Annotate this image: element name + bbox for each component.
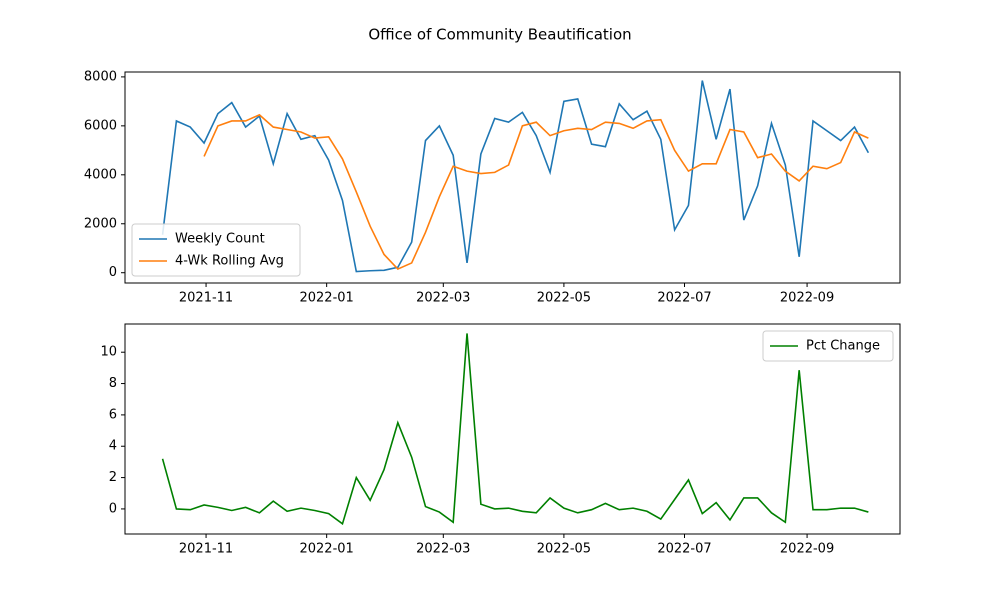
- y-tick-label: 6: [109, 407, 117, 422]
- y-tick-label: 4000: [84, 167, 117, 182]
- x-tick-label: 2022-03: [416, 291, 470, 306]
- series-line: [161, 333, 869, 526]
- y-tick-label: 8000: [84, 69, 117, 84]
- x-tick-label: 2022-01: [299, 542, 353, 557]
- y-tick-label: 10: [100, 345, 117, 360]
- x-tick-label: 2022-09: [780, 542, 834, 557]
- x-tick-label: 2022-07: [657, 542, 711, 557]
- y-tick-label: 0: [109, 265, 117, 280]
- legend-box: [131, 223, 301, 277]
- y-tick-label: 0: [109, 501, 117, 516]
- x-tick-label: 2022-03: [416, 542, 470, 557]
- y-tick-label: 2000: [84, 216, 117, 231]
- plot-frame: [124, 323, 901, 535]
- legend-label: Pct Change: [806, 339, 880, 354]
- x-tick-label: 2022-07: [657, 291, 711, 306]
- y-tick-label: 4: [109, 439, 117, 454]
- series-line: [161, 80, 870, 273]
- legend-label: 4-Wk Rolling Avg: [175, 254, 284, 269]
- legend-box: [762, 330, 894, 362]
- y-tick-label: 8: [109, 376, 117, 391]
- x-tick-label: 2021-11: [179, 291, 233, 306]
- x-tick-label: 2021-11: [179, 542, 233, 557]
- y-tick-label: 6000: [84, 118, 117, 133]
- x-tick-label: 2022-09: [780, 291, 834, 306]
- chart-title: Office of Community Beautification: [368, 26, 631, 44]
- series-line: [203, 113, 869, 271]
- plot-frame: [124, 71, 901, 284]
- y-tick-label: 2: [109, 470, 117, 485]
- x-tick-label: 2022-05: [537, 542, 591, 557]
- x-tick-label: 2022-01: [299, 291, 353, 306]
- legend-label: Weekly Count: [175, 232, 265, 247]
- x-tick-label: 2022-05: [537, 291, 591, 306]
